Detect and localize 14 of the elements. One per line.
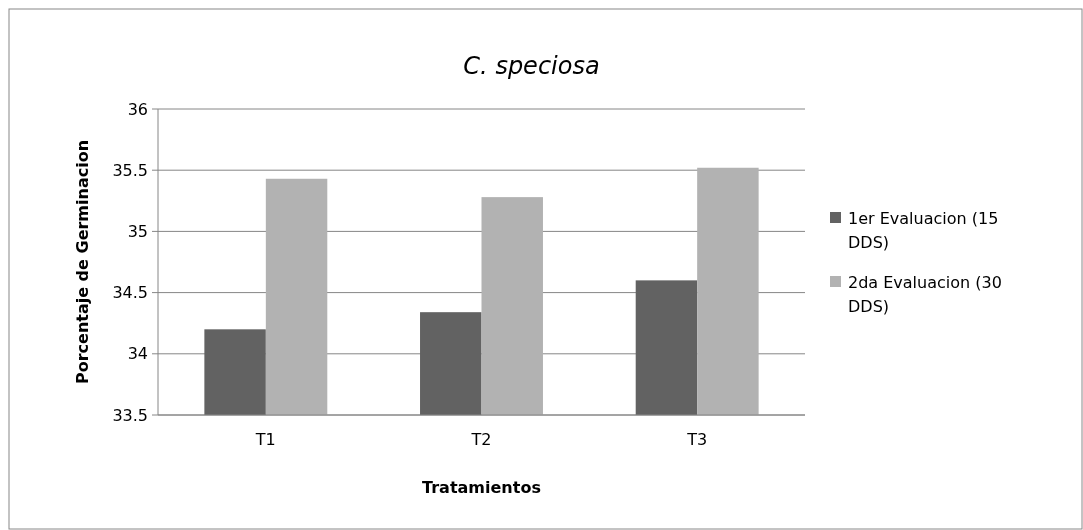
y-tick-label: 36 <box>127 99 148 119</box>
x-tick-label: T3 <box>686 430 708 449</box>
legend-label: 1er Evaluacion (15 DDS) <box>848 208 999 252</box>
chart-title: C. speciosa <box>463 52 600 80</box>
y-tick-label: 35 <box>127 222 148 241</box>
legend-label: 2da Evaluacion (30 DDS) <box>848 272 1002 316</box>
x-axis-title: Tratamientos <box>422 478 541 497</box>
y-tick-label: 33.5 <box>112 405 148 425</box>
y-axis-title: Porcentaje de Germinacion <box>73 139 92 385</box>
x-tick-label: T1 <box>254 430 276 449</box>
x-tick-label: T2 <box>470 430 492 449</box>
y-tick-label: 34 <box>127 344 148 364</box>
y-tick-label: 34.5 <box>112 283 148 303</box>
y-tick-label: 35.5 <box>112 160 148 180</box>
